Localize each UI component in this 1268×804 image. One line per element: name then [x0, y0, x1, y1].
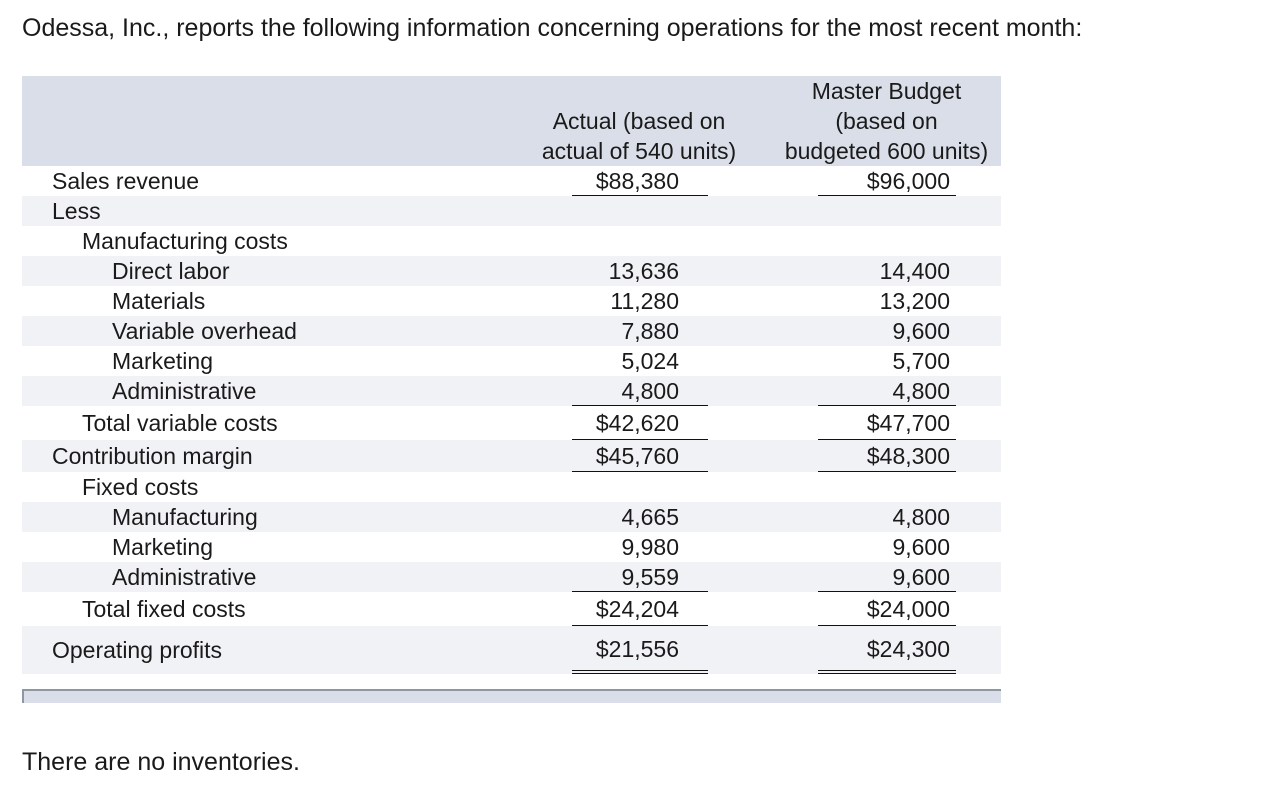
row-label: Administrative — [112, 378, 257, 404]
row-label: Marketing — [112, 534, 213, 560]
row-label: Materials — [112, 288, 206, 314]
actual-value: $42,620 — [572, 406, 708, 440]
row-fixed-costs: Fixed costs — [22, 472, 1001, 502]
header-budget-line: (based on — [835, 108, 938, 134]
row-operating-profits: Operating profits $21,556 $24,300 — [22, 626, 1001, 674]
budget-value: 14,400 — [879, 258, 950, 284]
row-total-variable-costs: Total variable costs $42,620 $47,700 — [22, 406, 1001, 440]
actual-value: 7,880 — [621, 318, 679, 344]
row-variable-overhead: Variable overhead 7,880 9,600 — [22, 316, 1001, 346]
table-footer-bar — [22, 689, 1001, 703]
budget-value: $96,000 — [818, 166, 956, 196]
row-direct-labor: Direct labor 13,636 14,400 — [22, 256, 1001, 286]
actual-value: 5,024 — [621, 348, 679, 374]
row-label: Operating profits — [52, 637, 223, 663]
actual-value: 13,636 — [608, 258, 679, 284]
budget-value: $24,000 — [818, 592, 956, 626]
row-marketing-fixed: Marketing 9,980 9,600 — [22, 532, 1001, 562]
row-label: Sales revenue — [52, 168, 200, 194]
row-label: Variable overhead — [112, 318, 297, 344]
actual-value: $88,380 — [572, 166, 708, 196]
budget-value: 9,600 — [892, 534, 950, 560]
row-label: Manufacturing costs — [82, 228, 288, 254]
budget-value: 4,800 — [892, 504, 950, 530]
header-actual-line: actual of 540 units) — [541, 138, 737, 164]
budget-value: 13,200 — [879, 288, 950, 314]
row-label: Marketing — [112, 348, 213, 374]
actual-value: 4,665 — [621, 504, 679, 530]
row-manufacturing-fixed: Manufacturing 4,665 4,800 — [22, 502, 1001, 532]
row-label: Contribution margin — [52, 443, 253, 469]
budget-value: $47,700 — [818, 406, 956, 440]
budget-value: 5,700 — [892, 348, 950, 374]
actual-value: $45,760 — [572, 440, 708, 472]
table-header: Actual (based on actual of 540 units) Ma… — [22, 76, 1001, 166]
header-actual-line: Actual (based on — [552, 108, 726, 134]
header-budget-line: Master Budget — [811, 78, 962, 104]
row-label: Manufacturing — [112, 504, 258, 530]
row-label: Administrative — [112, 564, 257, 590]
budget-value: $48,300 — [818, 440, 956, 472]
intro-text: Odessa, Inc., reports the following info… — [22, 14, 1083, 42]
budget-value: 9,600 — [818, 562, 956, 592]
actual-value: 9,559 — [572, 562, 708, 592]
row-manufacturing-costs: Manufacturing costs — [22, 226, 1001, 256]
row-administrative-variable: Administrative 4,800 4,800 — [22, 376, 1001, 406]
row-materials: Materials 11,280 13,200 — [22, 286, 1001, 316]
header-budget: Master Budget (based on budgeted 600 uni… — [770, 76, 1003, 166]
actual-value: 11,280 — [610, 288, 679, 314]
row-label: Less — [52, 198, 101, 224]
row-total-fixed-costs: Total fixed costs $24,204 $24,000 — [22, 592, 1001, 626]
footnote: There are no inventories. — [22, 748, 300, 776]
actual-value: $21,556 — [572, 626, 708, 674]
row-contribution-margin: Contribution margin $45,760 $48,300 — [22, 440, 1001, 472]
row-less: Less — [22, 196, 1001, 226]
actual-value: 9,980 — [621, 534, 679, 560]
budget-value: $24,300 — [818, 626, 956, 674]
budget-table: Actual (based on actual of 540 units) Ma… — [22, 76, 1001, 674]
actual-value: 4,800 — [572, 376, 708, 406]
row-label: Total variable costs — [82, 410, 278, 436]
row-sales-revenue: Sales revenue $88,380 $96,000 — [22, 166, 1001, 196]
row-label: Total fixed costs — [82, 596, 246, 622]
row-label: Fixed costs — [82, 474, 199, 500]
actual-value: $24,204 — [572, 592, 708, 626]
row-administrative-fixed: Administrative 9,559 9,600 — [22, 562, 1001, 592]
budget-value: 4,800 — [818, 376, 956, 406]
row-label: Direct labor — [112, 258, 230, 284]
row-marketing-variable: Marketing 5,024 5,700 — [22, 346, 1001, 376]
header-actual: Actual (based on actual of 540 units) — [528, 76, 750, 166]
header-budget-line: budgeted 600 units) — [784, 138, 989, 164]
budget-value: 9,600 — [892, 318, 950, 344]
